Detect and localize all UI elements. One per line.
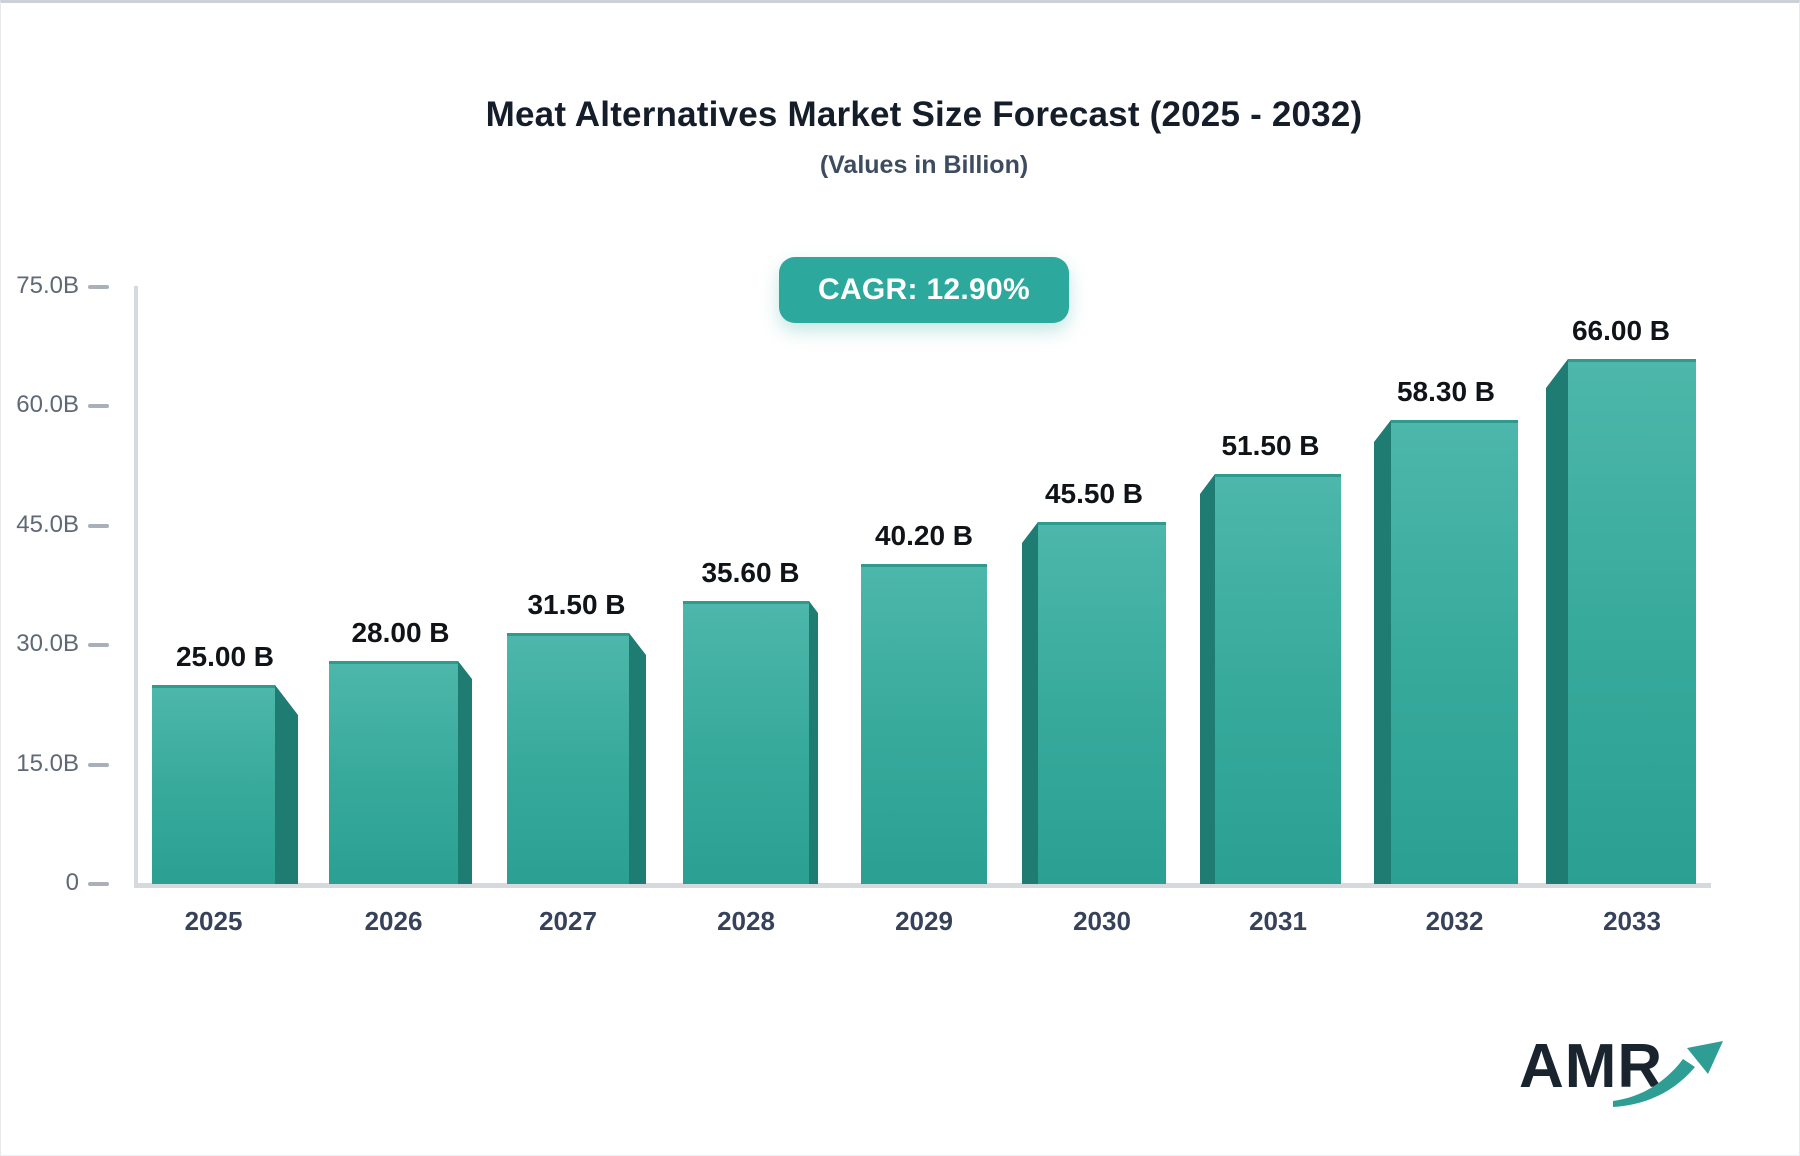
y-tick-dash bbox=[88, 523, 109, 528]
x-axis-line bbox=[134, 883, 1711, 888]
x-axis-label: 2026 bbox=[364, 906, 423, 936]
y-tick-label: 0 bbox=[65, 869, 79, 896]
x-axis-label: 2033 bbox=[1603, 906, 1661, 936]
cagr-badge: CAGR: 12.90% bbox=[779, 257, 1069, 323]
bar-2026 bbox=[329, 661, 458, 884]
bar-value-label: 28.00 B bbox=[351, 617, 450, 648]
bar-side-2027 bbox=[629, 633, 646, 884]
bar-value-label: 40.20 B bbox=[874, 520, 974, 551]
bar-2033 bbox=[1568, 359, 1696, 884]
y-tick-label: 60.0B bbox=[16, 391, 79, 419]
y-tick-dash bbox=[88, 643, 109, 648]
x-axis-label: 2031 bbox=[1249, 906, 1307, 936]
bar-2029 bbox=[861, 564, 987, 884]
bar-side-2032 bbox=[1374, 420, 1391, 884]
bar-side-2026 bbox=[458, 661, 472, 884]
x-axis-label: 2025 bbox=[184, 906, 243, 936]
growth-arrow-icon bbox=[1613, 1041, 1723, 1107]
y-tick-label: 45.0B bbox=[16, 510, 79, 538]
bar-value-label: 51.50 B bbox=[1221, 430, 1320, 461]
y-tick-label: 75.0B bbox=[16, 272, 79, 299]
bar-side-2031 bbox=[1200, 474, 1215, 884]
bar-2027 bbox=[507, 633, 629, 884]
bar-2030 bbox=[1038, 522, 1166, 884]
bar-side-2030 bbox=[1022, 522, 1038, 884]
y-tick-dash bbox=[88, 404, 109, 409]
bar-value-label: 31.50 B bbox=[527, 589, 626, 620]
bar-2028 bbox=[683, 601, 809, 884]
bar-2032 bbox=[1391, 420, 1518, 884]
bar-2031 bbox=[1215, 474, 1341, 884]
bar-side-2025 bbox=[275, 685, 298, 884]
chart-subtitle: (Values in Billion) bbox=[819, 151, 1029, 179]
y-tick-dash bbox=[88, 762, 109, 767]
bar-value-label: 45.50 B bbox=[1044, 478, 1144, 509]
bar-value-label: 35.60 B bbox=[701, 557, 800, 588]
y-tick-label: 30.0B bbox=[16, 630, 79, 658]
x-axis-label: 2032 bbox=[1425, 906, 1484, 936]
bar-side-2033 bbox=[1546, 359, 1568, 884]
x-axis-label: 2028 bbox=[717, 906, 775, 936]
bar-value-label: 25.00 B bbox=[175, 641, 275, 672]
y-tick-dash bbox=[88, 285, 109, 289]
x-axis-label: 2027 bbox=[539, 906, 597, 936]
bar-value-label: 66.00 B bbox=[1571, 315, 1671, 346]
y-tick-label: 15.0B bbox=[16, 749, 79, 777]
y-tick-dash bbox=[88, 882, 109, 886]
y-axis-line bbox=[134, 286, 138, 888]
bar-value-label: 58.30 B bbox=[1396, 376, 1496, 407]
bar-2025 bbox=[152, 685, 275, 884]
x-axis-label: 2030 bbox=[1073, 906, 1131, 936]
amr-logo: AMR bbox=[1519, 1031, 1739, 1121]
bar-side-2028 bbox=[809, 601, 818, 884]
x-axis-label: 2029 bbox=[895, 906, 953, 936]
amr-logo-text: AMR bbox=[1519, 1032, 1664, 1101]
chart-title: Meat Alternatives Market Size Forecast (… bbox=[485, 95, 1363, 134]
